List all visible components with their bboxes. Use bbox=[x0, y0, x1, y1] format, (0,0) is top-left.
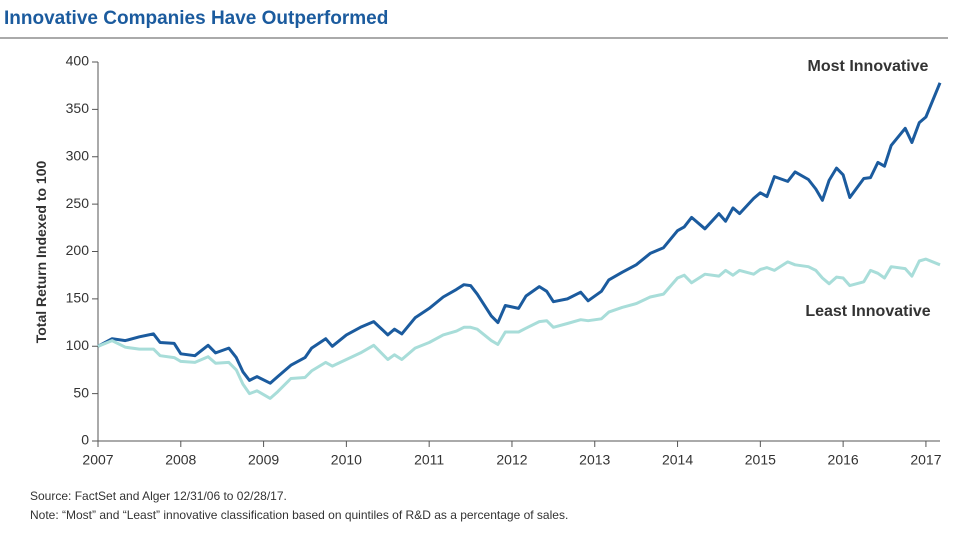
source-note: Source: FactSet and Alger 12/31/06 to 02… bbox=[30, 489, 287, 503]
data-line bbox=[97, 257, 941, 400]
y-tick-label: 50 bbox=[73, 384, 89, 400]
x-tick-label: 2011 bbox=[414, 452, 444, 468]
x-tick-label: 2014 bbox=[662, 452, 693, 468]
x-tick-label: 2008 bbox=[165, 452, 196, 468]
series-label: Most Innovative bbox=[808, 58, 929, 75]
y-tick-label: 400 bbox=[66, 53, 90, 69]
x-tick-label: 2017 bbox=[910, 452, 941, 468]
x-tick-label: 2010 bbox=[331, 452, 362, 468]
y-tick-label: 350 bbox=[66, 100, 90, 116]
series-label: Least Innovative bbox=[805, 303, 930, 320]
y-tick-label: 250 bbox=[66, 195, 90, 211]
y-tick-label: 150 bbox=[66, 290, 90, 306]
y-tick-label: 100 bbox=[66, 337, 90, 353]
chart-title: Innovative Companies Have Outperformed bbox=[4, 8, 388, 29]
y-tick-label: 0 bbox=[81, 432, 89, 448]
x-tick-label: 2013 bbox=[579, 452, 610, 468]
x-tick-label: 2016 bbox=[828, 452, 859, 468]
x-tick-label: 2009 bbox=[248, 452, 279, 468]
x-tick-label: 2007 bbox=[82, 452, 113, 468]
x-tick-label: 2012 bbox=[496, 452, 527, 468]
y-tick-label: 200 bbox=[66, 242, 90, 258]
y-tick-label: 300 bbox=[66, 147, 90, 163]
footnote: Note: “Most” and “Least” innovative clas… bbox=[30, 508, 568, 522]
y-axis-label: Total Return Indexed to 100 bbox=[33, 161, 49, 344]
data-line bbox=[97, 82, 942, 385]
x-tick-label: 2015 bbox=[745, 452, 776, 468]
